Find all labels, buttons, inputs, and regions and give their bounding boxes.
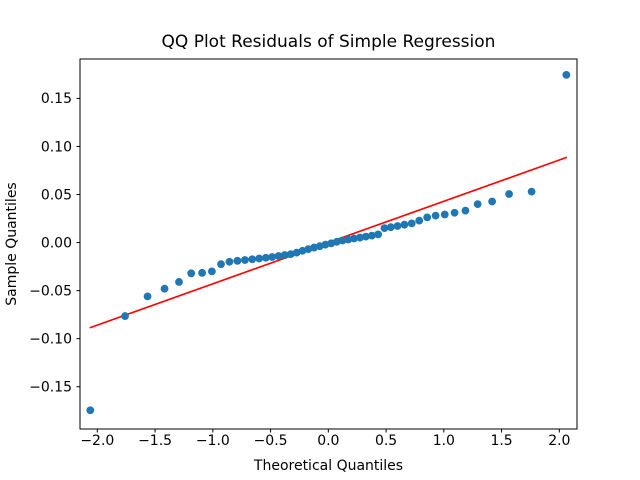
data-point (248, 255, 257, 264)
data-point (393, 222, 402, 230)
y-axis-label: Sample Quantiles (4, 182, 20, 305)
data-point (374, 230, 383, 239)
x-tick-label: −1.0 (196, 433, 230, 449)
data-point (527, 187, 536, 196)
x-tick-label: 2.0 (548, 433, 570, 449)
x-tick-label: −1.5 (138, 433, 172, 449)
data-point (160, 284, 169, 293)
y-tick-label: 0.05 (41, 187, 72, 203)
x-tick-label: 0.5 (375, 433, 397, 449)
data-point (268, 253, 277, 261)
scatter-series (86, 70, 571, 415)
data-point (225, 257, 234, 266)
data-point (440, 210, 449, 219)
y-tick-label: −0.05 (29, 283, 72, 299)
data-point (350, 234, 358, 243)
data-point (473, 200, 482, 209)
x-tick-label: −0.5 (254, 433, 288, 449)
y-tick-label: −0.10 (29, 331, 72, 347)
data-point (143, 292, 152, 301)
data-point (261, 253, 270, 262)
data-point (280, 251, 289, 259)
data-point (338, 236, 347, 245)
data-point (562, 70, 571, 79)
data-point (175, 278, 183, 286)
data-point (255, 254, 264, 263)
data-point (356, 233, 364, 242)
data-point (386, 223, 395, 232)
x-tick-label: 0.0 (317, 433, 339, 449)
data-point (217, 260, 225, 269)
data-point (121, 312, 129, 320)
y-tick-label: 0.15 (41, 91, 72, 107)
data-point (400, 220, 409, 229)
y-tick-label: 0.10 (41, 139, 72, 155)
data-point (361, 232, 370, 241)
y-tick-label: 0.00 (41, 235, 72, 251)
data-point (367, 231, 376, 240)
y-tick-label: −0.15 (29, 380, 72, 396)
data-point (286, 250, 295, 258)
y-axis-ticks: −0.15 −0.10 −0.05 0.00 0.05 0.10 0.15 (29, 91, 80, 396)
data-point (488, 197, 497, 206)
data-point (461, 206, 470, 215)
data-point (344, 235, 353, 244)
data-point (241, 256, 249, 264)
data-point (198, 268, 206, 277)
x-axis-label: Theoretical Quantiles (253, 458, 403, 474)
data-point (407, 219, 416, 228)
data-point (208, 267, 216, 276)
x-tick-label: 1.5 (490, 433, 512, 449)
data-point (380, 224, 389, 233)
data-point (274, 252, 283, 260)
data-point (450, 208, 459, 217)
data-point (423, 213, 432, 222)
x-tick-label: 1.0 (433, 433, 455, 449)
data-point (415, 216, 424, 225)
data-point (187, 269, 196, 278)
data-point (431, 211, 440, 220)
chart-title: QQ Plot Residuals of Simple Regression (162, 32, 496, 52)
x-tick-label: −2.0 (80, 433, 114, 449)
data-point (233, 256, 242, 265)
data-point (505, 190, 513, 198)
x-axis-ticks: −2.0 −1.5 −1.0 −0.5 0.0 0.5 1.0 1.5 2.0 (80, 429, 570, 449)
data-point (292, 248, 301, 257)
data-point (86, 406, 95, 415)
